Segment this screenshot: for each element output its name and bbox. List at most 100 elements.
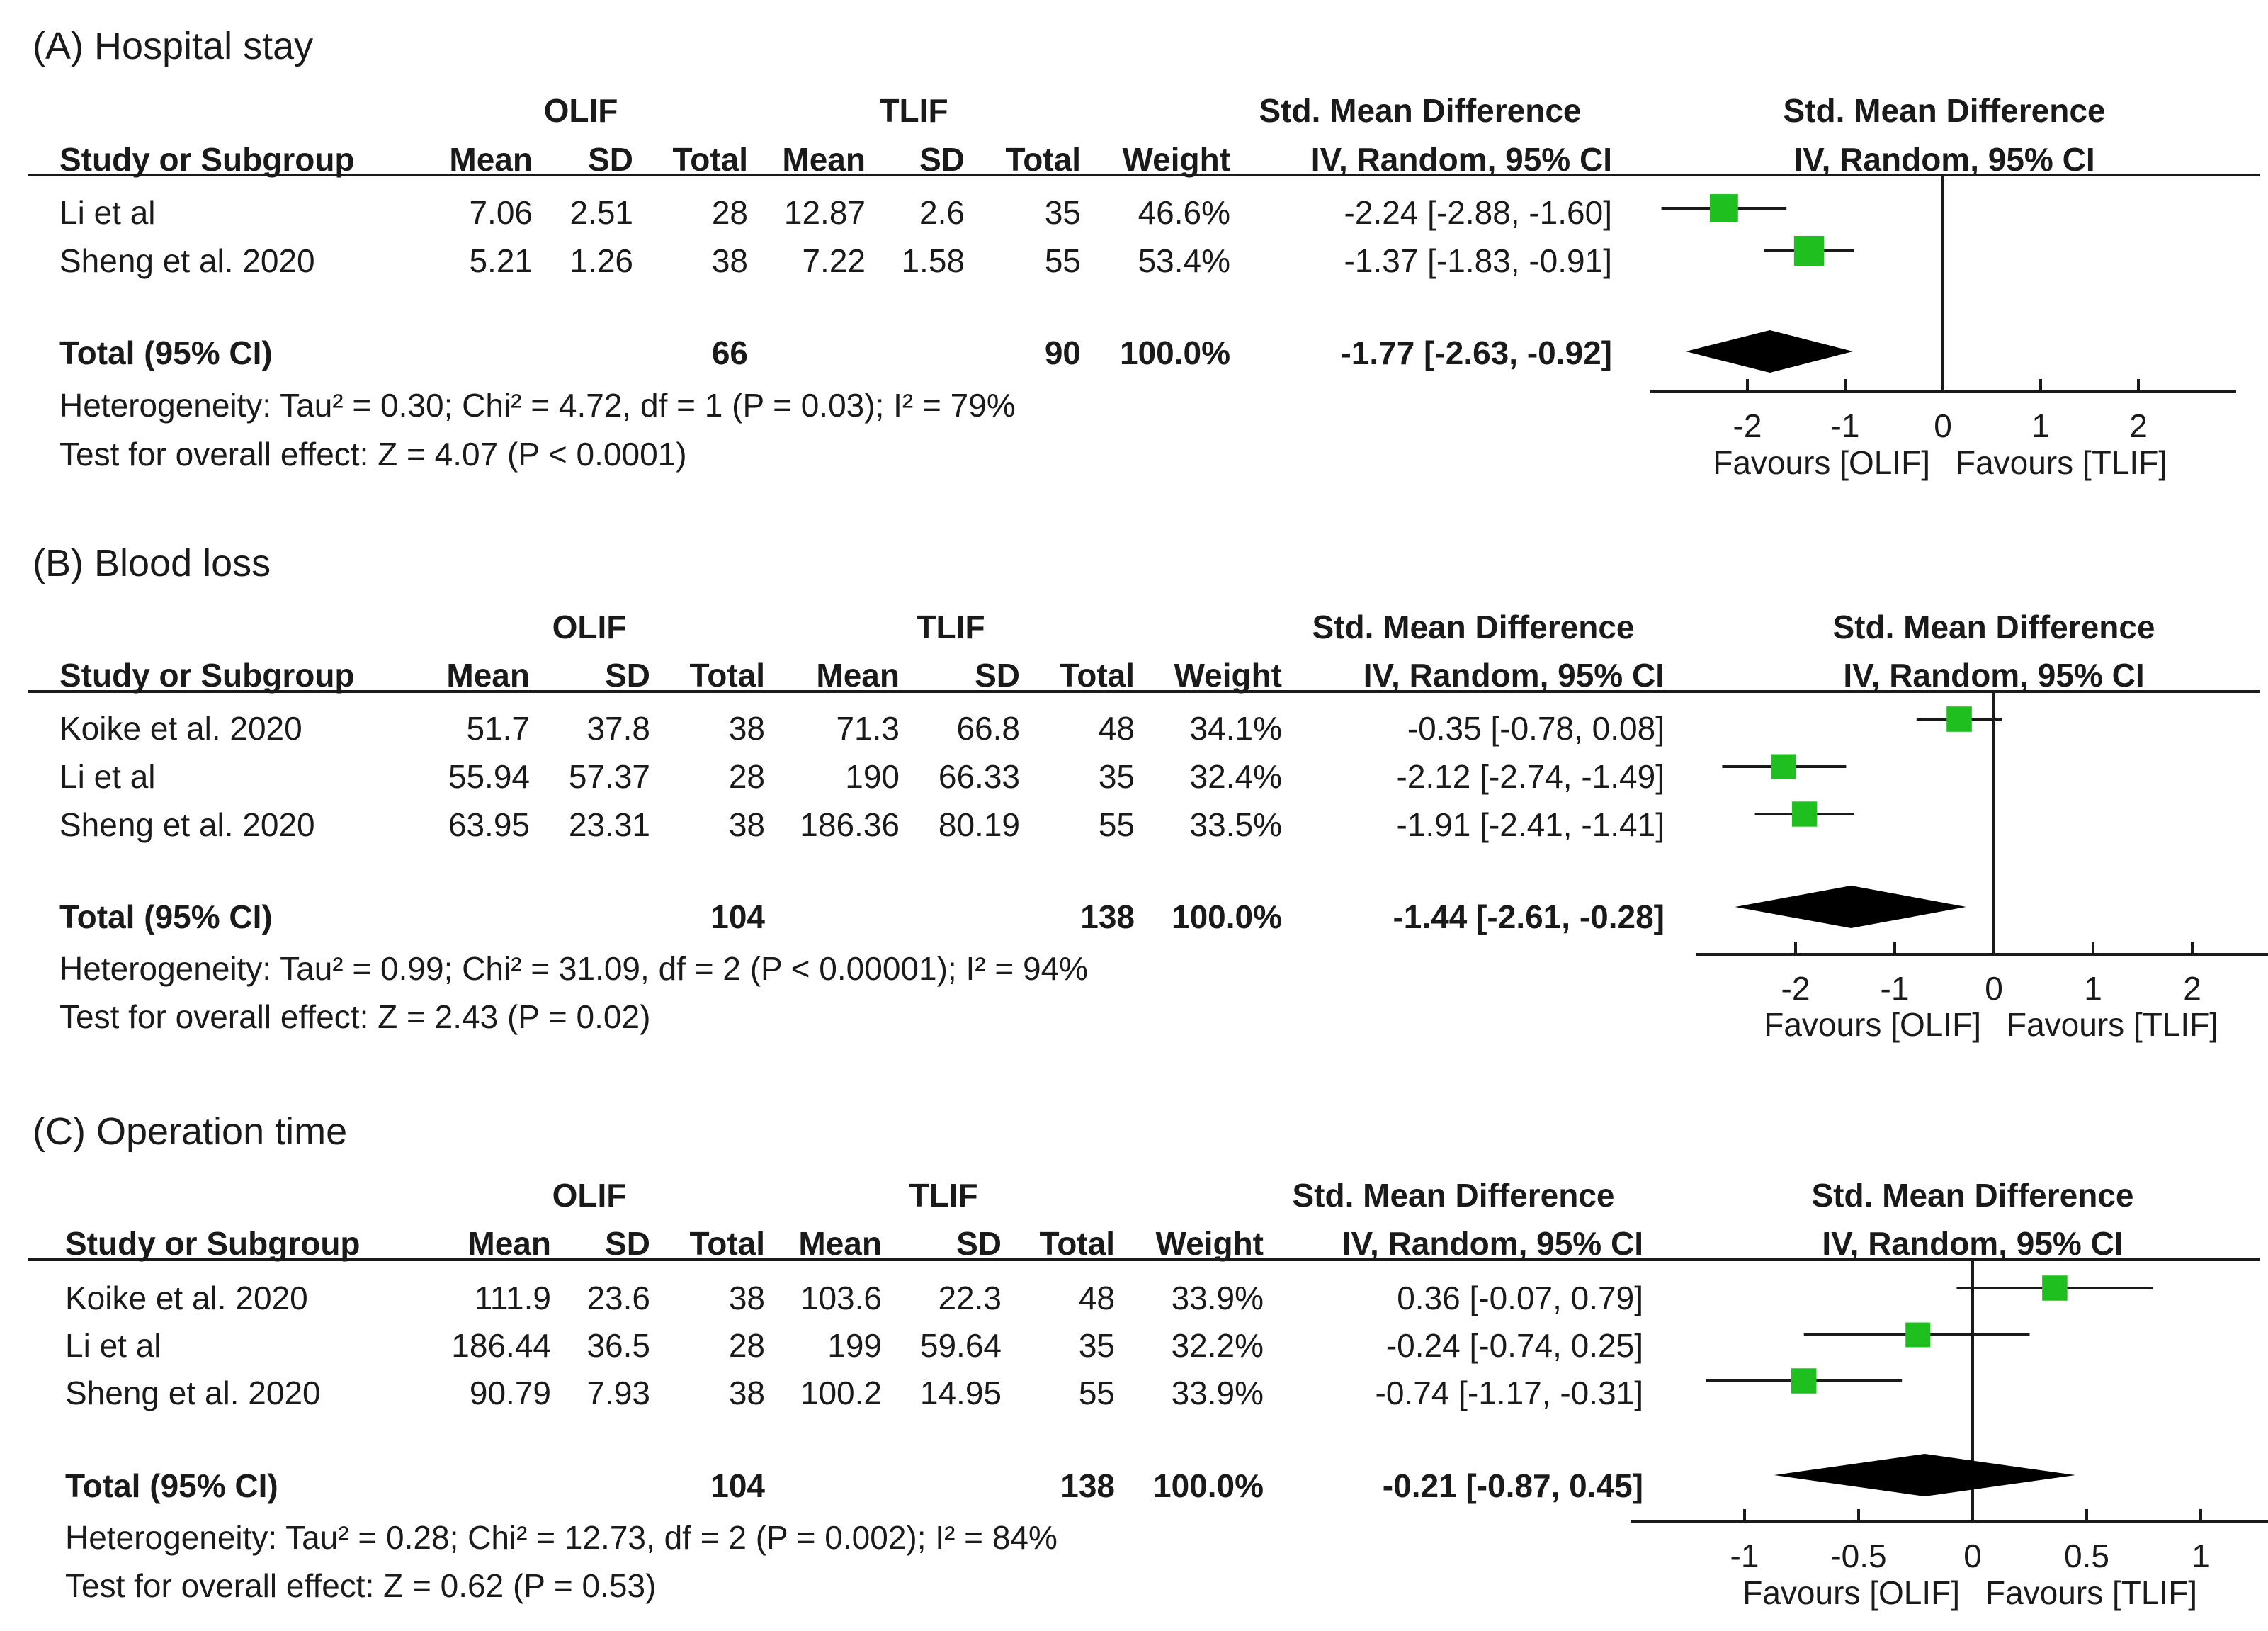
col-header-exp-sd: SD (588, 141, 633, 178)
weight: 33.5% (1189, 806, 1282, 843)
heterogeneity: Heterogeneity: Tau² = 0.99; Chi² = 31.09… (59, 950, 1089, 987)
panel-title: (B) Blood loss (33, 542, 271, 585)
weight: 32.2% (1171, 1327, 1264, 1364)
pooled-diamond (1774, 1454, 2075, 1496)
smd-ci: -2.12 [-2.74, -1.49] (1396, 758, 1665, 795)
total-smd-ci: -0.21 [-0.87, 0.45] (1382, 1467, 1643, 1504)
ctrl-sd: 66.8 (956, 710, 1020, 747)
total-smd-ci: -1.77 [-2.63, -0.92] (1340, 334, 1612, 371)
col-header-weight: Weight (1155, 1225, 1264, 1262)
x-tick-label: 0.5 (2064, 1537, 2109, 1574)
favours-olif-label: Favours [OLIF] (1764, 1006, 1981, 1043)
exp-sd: 36.5 (586, 1327, 650, 1364)
exp-total: 38 (728, 1280, 765, 1316)
col-header-exp-total: Total (689, 1225, 765, 1262)
smd-title-plot: Std. Mean Difference (1811, 1177, 2134, 1214)
study-marker (1793, 235, 1825, 266)
ctrl-mean: 100.2 (800, 1375, 882, 1411)
x-tick-label: -0.5 (1830, 1537, 1886, 1574)
ctrl-total: 48 (1078, 1280, 1115, 1316)
plot-header-method: IV, Random, 95% CI (1793, 141, 2095, 178)
favours-olif-label: Favours [OLIF] (1713, 444, 1930, 481)
study-name: Li et al (59, 758, 156, 795)
ctrl-sd: 59.64 (919, 1327, 1002, 1364)
col-header-weight: Weight (1174, 657, 1282, 694)
col-header-ctrl-mean: Mean (798, 1225, 882, 1262)
col-header-exp-total: Total (672, 141, 748, 178)
plot-header-method: IV, Random, 95% CI (1822, 1225, 2124, 1262)
col-header-study: Study or Subgroup (65, 1225, 361, 1262)
ctrl-mean: 190 (845, 758, 900, 795)
overall-effect: Test for overall effect: Z = 4.07 (P < 0… (59, 436, 687, 473)
ctrl-sd: 80.19 (938, 806, 1020, 843)
ctrl-sd: 14.95 (919, 1375, 1002, 1411)
total-weight: 100.0% (1152, 1467, 1264, 1504)
ctrl-total: 35 (1078, 1327, 1115, 1364)
x-tick-label: 0 (1985, 970, 2003, 1007)
ctrl-total: 55 (1098, 806, 1135, 843)
favours-tlif-label: Favours [TLIF] (2007, 1006, 2218, 1043)
weight: 33.9% (1171, 1280, 1264, 1316)
overall-effect: Test for overall effect: Z = 0.62 (P = 0… (65, 1567, 657, 1604)
col-header-ci: IV, Random, 95% CI (1363, 657, 1665, 694)
header-rule (28, 1258, 2260, 1261)
ctrl-mean: 12.87 (783, 194, 866, 231)
pooled-diamond (1686, 330, 1854, 373)
plot-header-method: IV, Random, 95% CI (1843, 657, 2145, 694)
group-header-tlif: TLIF (879, 92, 948, 129)
group-header-tlif: TLIF (909, 1177, 978, 1214)
exp-total: 28 (728, 758, 765, 795)
ctrl-sd: 66.33 (938, 758, 1020, 795)
exp-mean: 186.44 (451, 1327, 551, 1364)
smd-title-table: Std. Mean Difference (1312, 609, 1635, 645)
exp-mean: 5.21 (469, 242, 533, 279)
ctrl-mean: 71.3 (836, 710, 900, 747)
x-tick-label: -2 (1781, 970, 1810, 1007)
ctrl-mean: 7.22 (802, 242, 866, 279)
col-header-ci: IV, Random, 95% CI (1342, 1225, 1643, 1262)
exp-mean: 7.06 (469, 194, 533, 231)
study-marker (1791, 801, 1818, 827)
group-header-olif: OLIF (552, 1177, 627, 1214)
col-header-ctrl-sd: SD (975, 657, 1020, 694)
smd-ci: 0.36 [-0.07, 0.79] (1397, 1280, 1643, 1316)
ctrl-mean: 103.6 (800, 1280, 882, 1316)
study-name: Li et al (59, 194, 156, 231)
total-label: Total (95% CI) (59, 898, 273, 935)
exp-mean: 63.95 (448, 806, 530, 843)
col-header-ctrl-mean: Mean (816, 657, 900, 694)
total-exp: 104 (710, 898, 765, 935)
forest-plot: -2 -1 0 1 2 Favours [OLIF] Favours [TLIF] (1696, 692, 2268, 1043)
col-header-weight: Weight (1122, 141, 1230, 178)
ctrl-total: 48 (1098, 710, 1135, 747)
study-name: Koike et al. 2020 (65, 1280, 308, 1316)
exp-sd: 2.51 (569, 194, 633, 231)
col-header-exp-sd: SD (605, 1225, 650, 1262)
col-header-ctrl-sd: SD (919, 141, 965, 178)
total-exp: 66 (711, 334, 748, 371)
total-weight: 100.0% (1171, 898, 1282, 935)
favours-olif-label: Favours [OLIF] (1742, 1574, 1960, 1611)
exp-total: 38 (728, 710, 765, 747)
header-rule (28, 174, 2260, 176)
ctrl-sd: 22.3 (938, 1280, 1002, 1316)
smd-title-plot: Std. Mean Difference (1832, 609, 2155, 645)
smd-ci: -0.74 [-1.17, -0.31] (1375, 1375, 1643, 1411)
col-header-ctrl-total: Total (1039, 1225, 1115, 1262)
exp-mean: 51.7 (466, 710, 530, 747)
weight: 34.1% (1189, 710, 1282, 747)
exp-sd: 23.31 (568, 806, 650, 843)
smd-title-table: Std. Mean Difference (1292, 1177, 1615, 1214)
exp-sd: 1.26 (569, 242, 633, 279)
col-header-ctrl-total: Total (1005, 141, 1081, 178)
col-header-exp-total: Total (689, 657, 765, 694)
ctrl-total: 55 (1044, 242, 1081, 279)
forest-plot: -1 -0.5 0 0.5 1 Favours [OLIF] Favours [TLIF] (1631, 1260, 2268, 1611)
col-header-exp-mean: Mean (467, 1225, 551, 1262)
exp-sd: 7.93 (586, 1375, 650, 1411)
study-marker (1946, 706, 1972, 732)
ctrl-sd: 2.6 (919, 194, 965, 231)
exp-mean: 55.94 (448, 758, 530, 795)
ctrl-total: 35 (1044, 194, 1081, 231)
x-tick-label: 2 (2129, 407, 2148, 444)
